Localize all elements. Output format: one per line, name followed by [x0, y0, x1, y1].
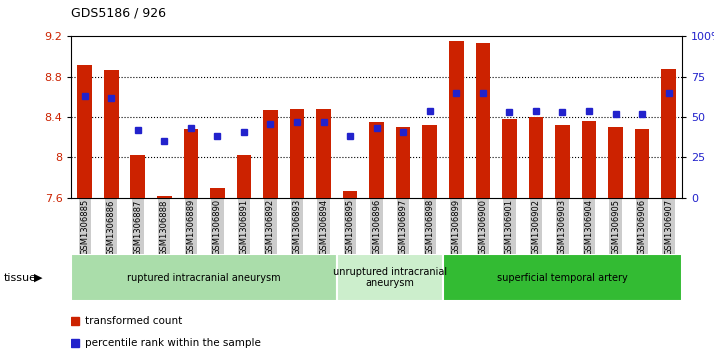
- Bar: [343, 191, 358, 198]
- Bar: [635, 129, 649, 198]
- Text: ruptured intracranial aneurysm: ruptured intracranial aneurysm: [127, 273, 281, 283]
- Text: transformed count: transformed count: [85, 316, 182, 326]
- Bar: [476, 43, 490, 198]
- Bar: [157, 196, 171, 198]
- Text: superficial temporal artery: superficial temporal artery: [497, 273, 628, 283]
- Text: percentile rank within the sample: percentile rank within the sample: [85, 338, 261, 347]
- Bar: [423, 125, 437, 198]
- Bar: [449, 41, 463, 198]
- Bar: [183, 129, 198, 198]
- Text: ▶: ▶: [34, 273, 43, 283]
- Bar: [528, 117, 543, 198]
- Text: GDS5186 / 926: GDS5186 / 926: [71, 7, 166, 20]
- Bar: [337, 254, 443, 301]
- Bar: [316, 109, 331, 198]
- Bar: [104, 70, 119, 198]
- Bar: [582, 121, 596, 198]
- Bar: [661, 69, 676, 198]
- Bar: [210, 188, 225, 198]
- Bar: [502, 119, 517, 198]
- Bar: [71, 254, 337, 301]
- Text: unruptured intracranial
aneurysm: unruptured intracranial aneurysm: [333, 267, 447, 289]
- Bar: [555, 125, 570, 198]
- Text: tissue: tissue: [4, 273, 36, 283]
- Bar: [131, 155, 145, 198]
- Bar: [263, 110, 278, 198]
- Bar: [608, 127, 623, 198]
- Bar: [396, 127, 411, 198]
- Bar: [443, 254, 682, 301]
- Bar: [369, 122, 384, 198]
- Bar: [290, 109, 304, 198]
- Bar: [236, 155, 251, 198]
- Bar: [77, 65, 92, 198]
